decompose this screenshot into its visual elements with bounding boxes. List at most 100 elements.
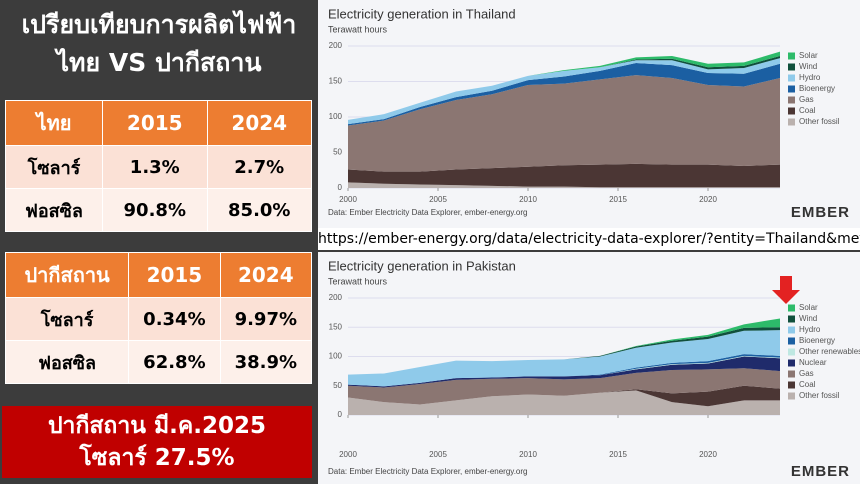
chart: Electricity generation in Thailand Terawa… <box>318 0 860 228</box>
logo: EMBER <box>791 204 850 221</box>
legend-label: Gas <box>799 369 814 378</box>
y-tick-label: 150 <box>329 77 343 86</box>
cell: 1.3% <box>102 145 208 189</box>
area <box>348 390 780 415</box>
chart-subtitle: Terawatt hours <box>328 276 388 286</box>
legend-label: Hydro <box>799 73 821 82</box>
cell: 90.8% <box>102 188 208 232</box>
legend-swatch <box>788 348 795 356</box>
cell: 38.9% <box>219 340 313 384</box>
cell: ฟอสซิล <box>4 188 104 232</box>
cell: 2024 <box>206 100 312 146</box>
area <box>348 58 780 125</box>
area <box>348 327 780 375</box>
legend-label: Other renewables <box>799 347 860 356</box>
legend-swatch <box>788 392 795 400</box>
cell: 0.34% <box>128 297 221 341</box>
legend-swatch <box>788 118 795 126</box>
legend-label: Other fossil <box>799 117 840 126</box>
legend-swatch <box>788 370 795 378</box>
x-tick-label: 2020 <box>699 450 717 459</box>
x-tick-label: 2005 <box>429 450 447 459</box>
cell: โซลาร์ <box>4 145 104 189</box>
cell: 9.97% <box>219 297 313 341</box>
chart-title: Electricity generation in Pakistan <box>328 258 516 273</box>
area <box>348 75 780 172</box>
source: Data: Ember Electricity Data Explorer, e… <box>328 208 527 217</box>
legend-swatch <box>788 107 795 115</box>
x-tick-label: 2010 <box>519 195 537 204</box>
cell: ฟอสซิล <box>4 340 130 384</box>
legend-swatch <box>788 326 795 334</box>
banner-line: โซลาร์ 27.5% <box>79 445 235 471</box>
banner-line: ปากีสถาน มี.ค.2025 <box>47 413 267 439</box>
legend-label: Gas <box>799 95 814 104</box>
cell: โซลาร์ <box>4 297 130 341</box>
x-tick-label: 2000 <box>339 195 357 204</box>
y-tick-label: 100 <box>329 352 343 361</box>
legend-swatch <box>788 315 795 323</box>
area <box>348 368 780 405</box>
area <box>348 182 780 188</box>
legend-label: Wind <box>799 314 817 323</box>
pakistan-table: ปากีสถาน 2015 2024 โซลาร์ 0.34% 9.97% ฟอสซิล… <box>4 252 313 384</box>
y-tick-label: 150 <box>329 322 343 331</box>
x-tick-label: 2015 <box>609 195 627 204</box>
legend-label: Coal <box>799 106 816 115</box>
title: เปรียบเทียบการผลิตไฟฟ้า ไทย VS ปากีสถาน <box>0 6 318 82</box>
cell: 62.8% <box>128 340 221 384</box>
chart-subtitle: Terawatt hours <box>328 24 388 34</box>
legend-swatch <box>788 74 795 82</box>
legend-swatch <box>788 63 795 71</box>
legend-label: Other fossil <box>799 391 840 400</box>
cell: ไทย <box>4 100 104 146</box>
legend-swatch <box>788 96 795 104</box>
y-tick-label: 0 <box>338 183 343 192</box>
logo: EMBER <box>791 463 850 480</box>
legend-swatch <box>788 52 795 60</box>
x-tick-label: 2020 <box>699 195 717 204</box>
area <box>348 356 780 388</box>
x-tick-label: 2015 <box>609 450 627 459</box>
legend-swatch <box>788 337 795 345</box>
cell: 2.7% <box>206 145 312 189</box>
cell: ปากีสถาน <box>4 252 130 298</box>
y-tick-label: 200 <box>329 41 343 50</box>
legend-label: Solar <box>799 51 818 60</box>
legend-label: Nuclear <box>799 358 827 367</box>
y-tick-label: 50 <box>333 148 342 157</box>
thai-table: ไทย 2015 2024 โซลาร์ 1.3% 2.7% ฟอสซิล 90.8% 85… <box>4 100 312 232</box>
legend-label: Coal <box>799 380 816 389</box>
x-tick-label: 2005 <box>429 195 447 204</box>
area <box>348 163 780 188</box>
y-tick-label: 200 <box>329 293 343 302</box>
chart-title: Electricity generation in Thailand <box>328 6 516 21</box>
cell: 2024 <box>219 252 313 298</box>
y-tick-label: 0 <box>338 410 343 419</box>
x-tick-label: 2000 <box>339 450 357 459</box>
source-url: https://ember-energy.org/data/electricit… <box>318 228 860 250</box>
source: Data: Ember Electricity Data Explorer, e… <box>328 467 527 476</box>
legend-label: Bioenergy <box>799 336 835 345</box>
arrow <box>772 276 800 304</box>
legend-label: Solar <box>799 303 818 312</box>
y-tick-label: 100 <box>329 112 343 121</box>
y-tick-label: 50 <box>333 381 342 390</box>
legend-swatch <box>788 304 795 312</box>
chart: Electricity generation in Pakistan Terawa… <box>318 252 860 484</box>
legend-swatch <box>788 359 795 367</box>
legend-label: Wind <box>799 62 817 71</box>
legend-swatch <box>788 85 795 93</box>
legend-label: Bioenergy <box>799 84 835 93</box>
title-line: เปรียบเทียบการผลิตไฟฟ้า <box>21 10 297 39</box>
banner: ปากีสถาน มี.ค.2025 โซลาร์ 27.5% <box>2 406 312 478</box>
title-line: ไทย VS ปากีสถาน <box>56 48 262 77</box>
legend-label: Hydro <box>799 325 821 334</box>
area <box>348 385 780 407</box>
cell: 2015 <box>102 100 208 146</box>
cell: 2015 <box>128 252 221 298</box>
cell: 85.0% <box>206 188 312 232</box>
x-tick-label: 2010 <box>519 450 537 459</box>
area <box>348 330 780 387</box>
